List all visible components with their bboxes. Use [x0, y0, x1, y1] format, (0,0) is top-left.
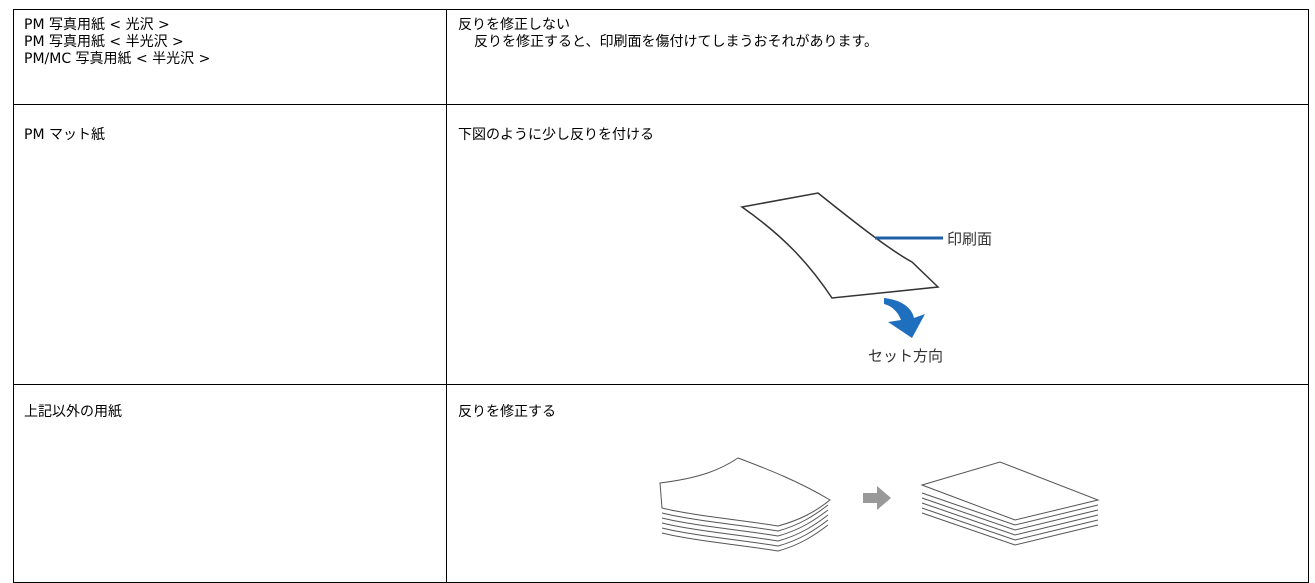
- note: 反りを修正すると、印刷面を傷付けてしまうおそれがあります。: [474, 34, 879, 50]
- paper-name: PM/MC 写真用紙 < 半光沢 >: [24, 51, 211, 67]
- curled-stack: [659, 457, 831, 552]
- paper-name: PM 写真用紙 < 光沢 >: [24, 17, 170, 33]
- paper-name: PM 写真用紙 < 半光沢 >: [24, 34, 184, 50]
- instruction: 反りを修正する: [458, 404, 556, 420]
- surface-label: 印刷面: [947, 230, 992, 248]
- direction-label: セット方向: [868, 347, 943, 365]
- curl-figure: 印刷面 セット方向: [740, 192, 992, 365]
- flat-stack: [920, 461, 1100, 546]
- curled-sheet: [740, 192, 940, 299]
- paper-name: PM マット紙: [24, 127, 105, 143]
- instruction: 下図のように少し反りを付ける: [458, 127, 654, 143]
- gray-arrow: [863, 486, 891, 510]
- instruction: 反りを修正しない: [458, 17, 570, 33]
- flatten-figure: [659, 457, 1100, 552]
- paper-name: 上記以外の用紙: [24, 404, 122, 420]
- direction-arrow: [884, 298, 925, 338]
